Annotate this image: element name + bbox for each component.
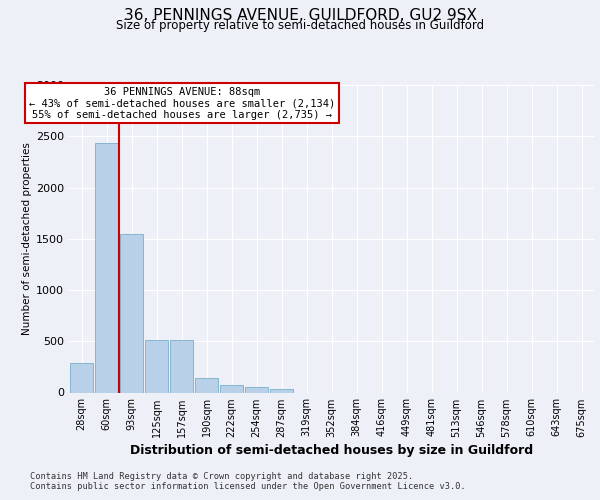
Bar (70, 363, 93, 392)
X-axis label: Distribution of semi-detached houses by size in Guildford: Distribution of semi-detached houses by … (130, 444, 533, 457)
Text: 36, PENNINGS AVENUE, GUILDFORD, GU2 9SX: 36, PENNINGS AVENUE, GUILDFORD, GU2 9SX (124, 8, 476, 22)
Text: Size of property relative to semi-detached houses in Guildford: Size of property relative to semi-detach… (116, 18, 484, 32)
Bar (170, 340, 193, 392)
Bar (120, 234, 143, 392)
Bar (95, 144, 118, 392)
Y-axis label: Number of semi-detached properties: Number of semi-detached properties (22, 142, 32, 335)
Bar (245, 388, 268, 392)
Bar (195, 378, 218, 392)
Text: Contains HM Land Registry data © Crown copyright and database right 2025.: Contains HM Land Registry data © Crown c… (30, 472, 413, 481)
Text: Contains public sector information licensed under the Open Government Licence v3: Contains public sector information licen… (30, 482, 466, 491)
Text: 36 PENNINGS AVENUE: 88sqm
← 43% of semi-detached houses are smaller (2,134)
55% : 36 PENNINGS AVENUE: 88sqm ← 43% of semi-… (29, 86, 335, 120)
Bar (220, 386, 243, 392)
Bar (145, 340, 168, 392)
Bar (270, 389, 293, 392)
